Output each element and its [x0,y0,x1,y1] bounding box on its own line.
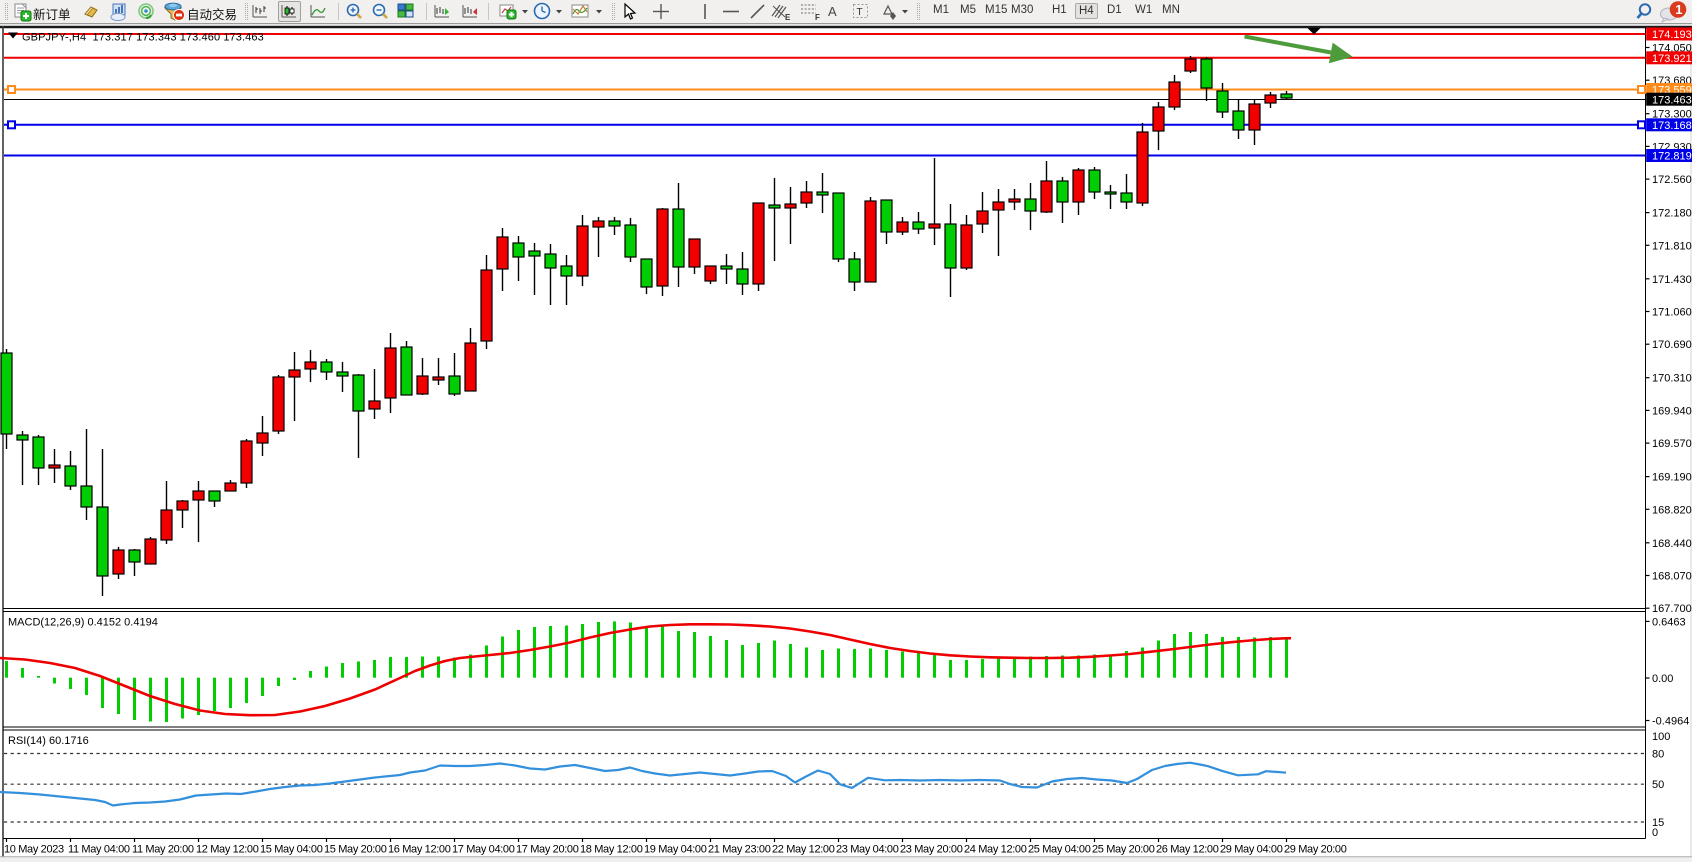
svg-text:22 May 12:00: 22 May 12:00 [772,844,835,856]
svg-text:172.560: 172.560 [1652,174,1692,186]
svg-text:168.820: 168.820 [1652,504,1692,516]
svg-text:E: E [785,13,791,21]
svg-text:172.180: 172.180 [1652,208,1692,220]
svg-text:171.430: 171.430 [1652,274,1692,286]
svg-text:21 May 23:00: 21 May 23:00 [708,844,771,856]
svg-text:170.310: 170.310 [1652,373,1692,385]
svg-text:15 May 04:00: 15 May 04:00 [260,844,323,856]
svg-text:24 May 12:00: 24 May 12:00 [964,844,1027,856]
svg-text:172.819: 172.819 [1652,151,1692,163]
svg-text:169.940: 169.940 [1652,405,1692,417]
svg-text:23 May 20:00: 23 May 20:00 [900,844,963,856]
svg-text:15: 15 [1652,817,1664,829]
svg-text:171.060: 171.060 [1652,307,1692,319]
svg-text:18 May 12:00: 18 May 12:00 [580,844,643,856]
svg-text:17 May 04:00: 17 May 04:00 [452,844,515,856]
svg-text:11 May 20:00: 11 May 20:00 [132,844,194,856]
svg-text:MACD(12,26,9) 0.4152 0.4194: MACD(12,26,9) 0.4152 0.4194 [8,617,158,629]
svg-text:GBPJPY-,H4 173.317 173.343 17: GBPJPY-,H4 173.317 173.343 173.460 173.4… [22,32,264,44]
svg-text:0.6463: 0.6463 [1652,616,1686,628]
svg-text:26 May 12:00: 26 May 12:00 [1156,844,1219,856]
svg-text:23 May 04:00: 23 May 04:00 [836,844,899,856]
svg-text:173.300: 173.300 [1652,109,1692,121]
svg-text:169.570: 169.570 [1652,438,1692,450]
svg-text:11 May 04:00: 11 May 04:00 [68,844,130,856]
svg-text:173.463: 173.463 [1652,94,1692,106]
svg-text:19 May 04:00: 19 May 04:00 [644,844,707,856]
svg-text:10 May 2023: 10 May 2023 [4,844,64,856]
svg-text:100: 100 [1652,731,1670,743]
svg-text:29 May 04:00: 29 May 04:00 [1220,844,1283,856]
svg-text:F: F [815,13,820,21]
svg-text:168.070: 168.070 [1652,571,1692,583]
svg-text:15 May 20:00: 15 May 20:00 [324,844,387,856]
svg-text:173.168: 173.168 [1652,120,1692,132]
svg-text:168.440: 168.440 [1652,538,1692,550]
svg-text:25 May 20:00: 25 May 20:00 [1092,844,1155,856]
svg-text:50: 50 [1652,779,1664,791]
svg-text:173.921: 173.921 [1652,53,1692,65]
svg-text:169.190: 169.190 [1652,472,1692,484]
svg-text:RSI(14) 60.1716: RSI(14) 60.1716 [8,735,89,747]
svg-text:29 May 20:00: 29 May 20:00 [1284,844,1347,856]
svg-text:-0.4964: -0.4964 [1652,716,1689,728]
svg-text:80: 80 [1652,749,1664,761]
svg-text:0.00: 0.00 [1652,673,1673,685]
svg-text:1: 1 [1675,2,1682,17]
svg-text:12 May 12:00: 12 May 12:00 [196,844,259,856]
svg-text:167.700: 167.700 [1652,603,1692,615]
svg-text:0: 0 [1652,827,1658,839]
svg-text:171.810: 171.810 [1652,240,1692,252]
svg-text:T: T [857,7,863,18]
svg-text:174.193: 174.193 [1652,29,1692,41]
svg-text:17 May 20:00: 17 May 20:00 [516,844,579,856]
svg-text:170.690: 170.690 [1652,339,1692,351]
svg-text:25 May 04:00: 25 May 04:00 [1028,844,1091,856]
svg-text:16 May 12:00: 16 May 12:00 [388,844,451,856]
